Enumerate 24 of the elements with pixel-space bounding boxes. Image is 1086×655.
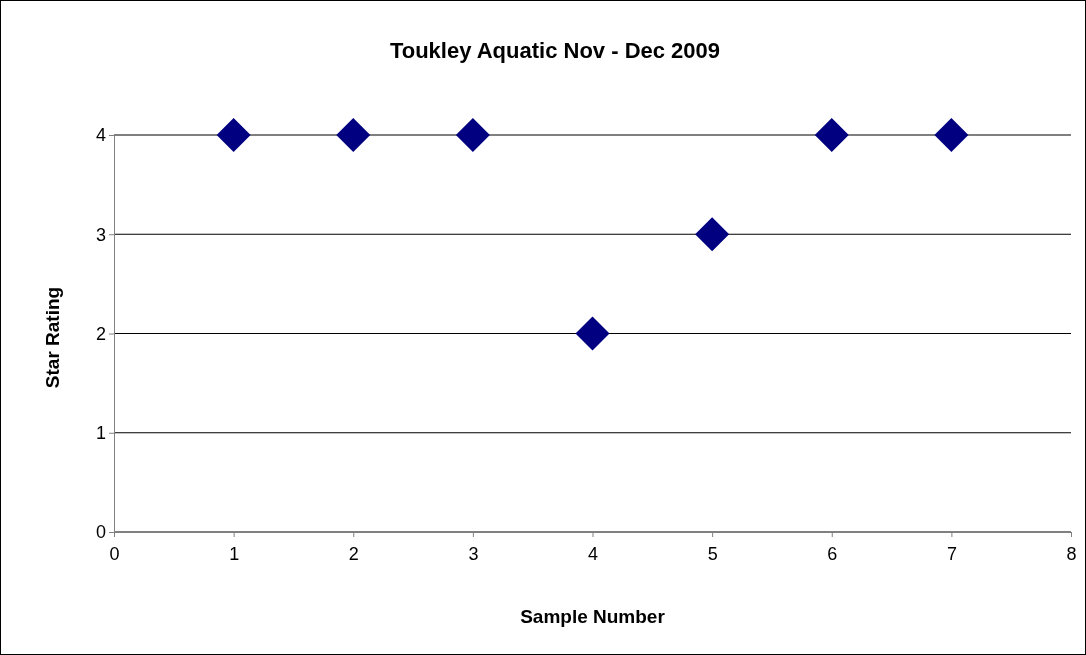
x-tick-label: 2 bbox=[348, 543, 359, 564]
y-tick-label: 1 bbox=[95, 423, 106, 444]
x-tick-label: 6 bbox=[827, 543, 838, 564]
point bbox=[455, 117, 490, 153]
y-tick-label: 3 bbox=[95, 224, 106, 245]
point bbox=[216, 117, 251, 153]
y-axis-title: Star Rating bbox=[42, 286, 63, 389]
x-tick-label: 4 bbox=[587, 543, 599, 564]
point bbox=[575, 316, 610, 351]
point bbox=[934, 117, 969, 153]
chart-title: Toukley Aquatic Nov - Dec 2009 bbox=[389, 38, 721, 63]
x-tick-label: 0 bbox=[109, 543, 120, 564]
point bbox=[336, 117, 371, 153]
point bbox=[695, 217, 730, 252]
x-tick-label: 5 bbox=[707, 543, 718, 564]
y-tick-label: 2 bbox=[95, 323, 106, 344]
x-tick-label: 7 bbox=[946, 543, 957, 564]
x-axis-title: Sample Number bbox=[520, 606, 666, 627]
x-tick-label: 8 bbox=[1066, 543, 1077, 564]
point bbox=[814, 117, 849, 153]
y-tick-label: 4 bbox=[95, 125, 106, 146]
x-tick-label: 3 bbox=[468, 543, 479, 564]
x-tick-label: 1 bbox=[229, 543, 240, 564]
y-tick-label: 0 bbox=[95, 522, 106, 543]
